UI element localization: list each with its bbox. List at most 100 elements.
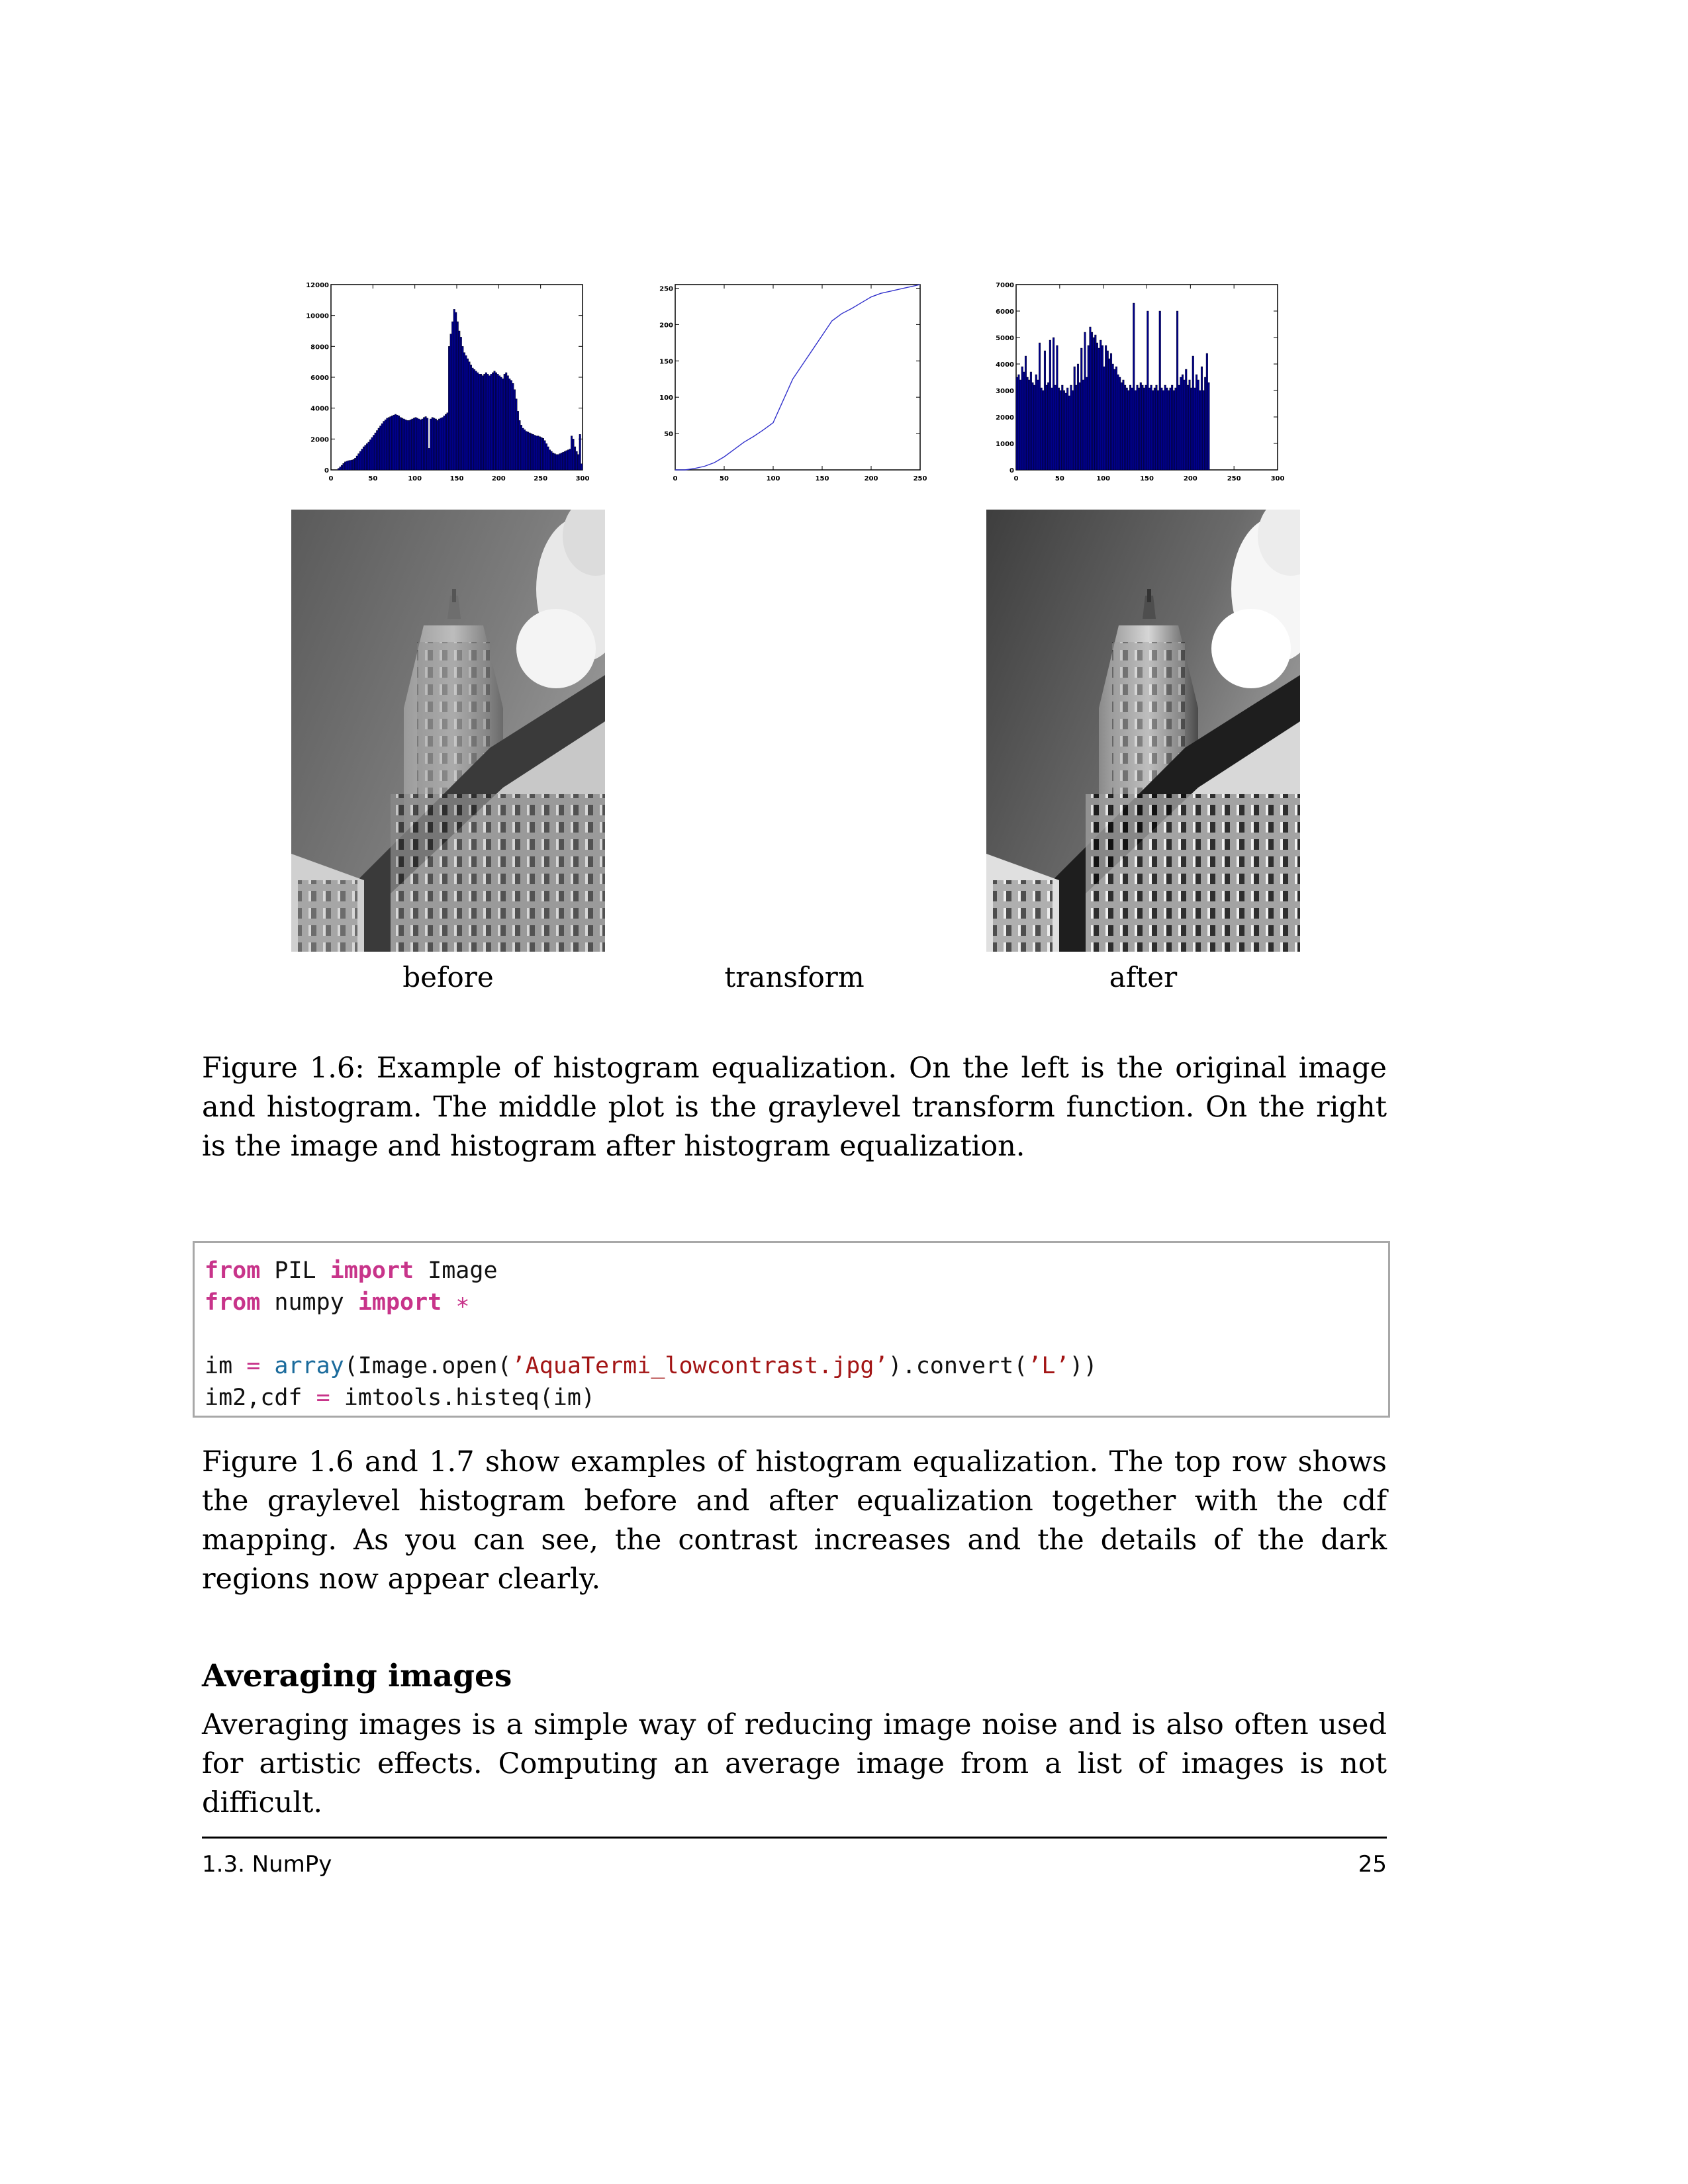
histogram-bar [579,434,581,471]
transform-svg: 0 50 100 150 200 250 50 100 150 200 250 [659,284,927,482]
histogram-bar [528,432,531,471]
histogram-bar [1042,390,1045,471]
histogram-bar [340,465,343,471]
code-keyword: import [357,1289,442,1316]
histogram-bar [424,416,427,471]
histogram-bar [387,417,390,471]
histogram-bar [1040,387,1043,471]
histogram-bar [352,459,355,471]
histogram-bar [478,374,481,471]
histogram-bar [1029,371,1032,471]
histogram-bar [1199,390,1201,471]
figure-caption: Figure 1.6: Example of histogram equaliz… [202,1052,1387,1163]
y-tick-label: 10000 [306,313,329,320]
code-line-4: im = array(Image.open(’AquaTermi_lowcont… [205,1353,1098,1379]
histogram-bar [508,379,511,471]
histogram-bar [1066,387,1069,471]
histogram-bar [537,435,539,471]
histogram-bar [373,435,375,471]
histogram-bar [1207,382,1210,471]
histogram-bar [538,436,541,471]
code-block: from PIL import Image from numpy import … [193,1241,1390,1418]
histogram-bar [1026,377,1029,471]
y-tick-label: 100 [659,394,673,402]
code-text: ).convert( [888,1353,1028,1379]
histogram-bar [1051,387,1053,471]
histogram-bar [1015,377,1018,471]
x-tick-label: 50 [1055,475,1064,482]
histogram-bar [475,371,477,471]
histogram-bar [416,418,418,471]
histogram-bar [393,414,395,471]
section-heading: Averaging images [202,1658,512,1694]
histogram-bar [1031,382,1034,471]
histogram-bar [1053,337,1055,471]
histogram-bar [1100,340,1102,471]
transform-plot: 0 50 100 150 200 250 50 100 150 200 250 [655,278,927,490]
histogram-bar [459,337,462,471]
y-tick-label: 6000 [996,308,1014,316]
sublabel-before: before [402,961,494,993]
histogram-bar [1103,366,1105,471]
histogram-bar [1035,374,1037,471]
code-function: array [274,1353,344,1379]
x-tick-label: 200 [1184,475,1197,482]
histogram-bar [1164,385,1166,471]
histogram-bar [456,321,459,471]
histogram-bar [1172,390,1175,471]
y-tick-label: 8000 [310,343,329,351]
histogram-bar [532,434,534,471]
histogram-bar [1089,326,1092,471]
histogram-bar [1129,385,1132,471]
histogram-bar [401,418,404,471]
histogram-bar [1176,310,1179,471]
x-tick-label: 100 [767,475,780,482]
footer-section: 1.3. NumPy [202,1851,332,1878]
histogram-bar [1024,355,1027,471]
y-tick-label: 7000 [996,282,1014,289]
before-photo [291,510,605,952]
code-operator: ∗ [442,1289,470,1316]
histogram-bar [1131,387,1133,471]
y-tick-label: 4000 [310,406,329,413]
after-histogram-svg: 0 50 100 150 200 250 3000100020003000400050006… [996,282,1284,482]
x-tick-label: 50 [368,475,377,482]
histogram-bar [362,446,365,471]
code-text: (Image.open( [344,1353,512,1379]
code-line-2: from numpy import ∗ [205,1289,469,1316]
histogram-bar [1054,385,1056,471]
histogram-bar [492,372,494,471]
histogram-bar [1017,374,1020,471]
x-tick-label: 100 [408,475,422,482]
x-tick-label: 150 [450,475,464,482]
histogram-bar [1119,377,1121,471]
x-tick-label: 250 [534,475,547,482]
histogram-bar [414,417,417,471]
histogram-bar [545,443,547,471]
histogram-bar [1120,382,1123,471]
x-tick-label: 150 [1140,475,1154,482]
histogram-bar [1174,387,1177,471]
transform-line [675,284,921,471]
histogram-bar [1064,392,1067,471]
histogram-bar [369,439,372,471]
histogram-bar [480,374,483,471]
histogram-bar [1150,385,1152,471]
histogram-bar [361,449,363,471]
code-text: )) [1069,1353,1098,1379]
histogram-bar [563,451,566,471]
histogram-bar [455,312,457,471]
code-text [260,1353,274,1379]
code-text: Image [414,1257,498,1284]
code-keyword: from [205,1257,261,1284]
histogram-bar [473,369,476,471]
histogram-bar [1162,390,1165,471]
histogram-bar [1109,353,1113,471]
histogram-bar [349,460,352,471]
histogram-bar [1111,363,1114,471]
histogram-bar [559,453,561,471]
histogram-bar [396,414,399,471]
y-tick-label: 2000 [310,436,329,443]
histogram-bar [389,416,392,471]
histogram-bar [441,417,444,471]
